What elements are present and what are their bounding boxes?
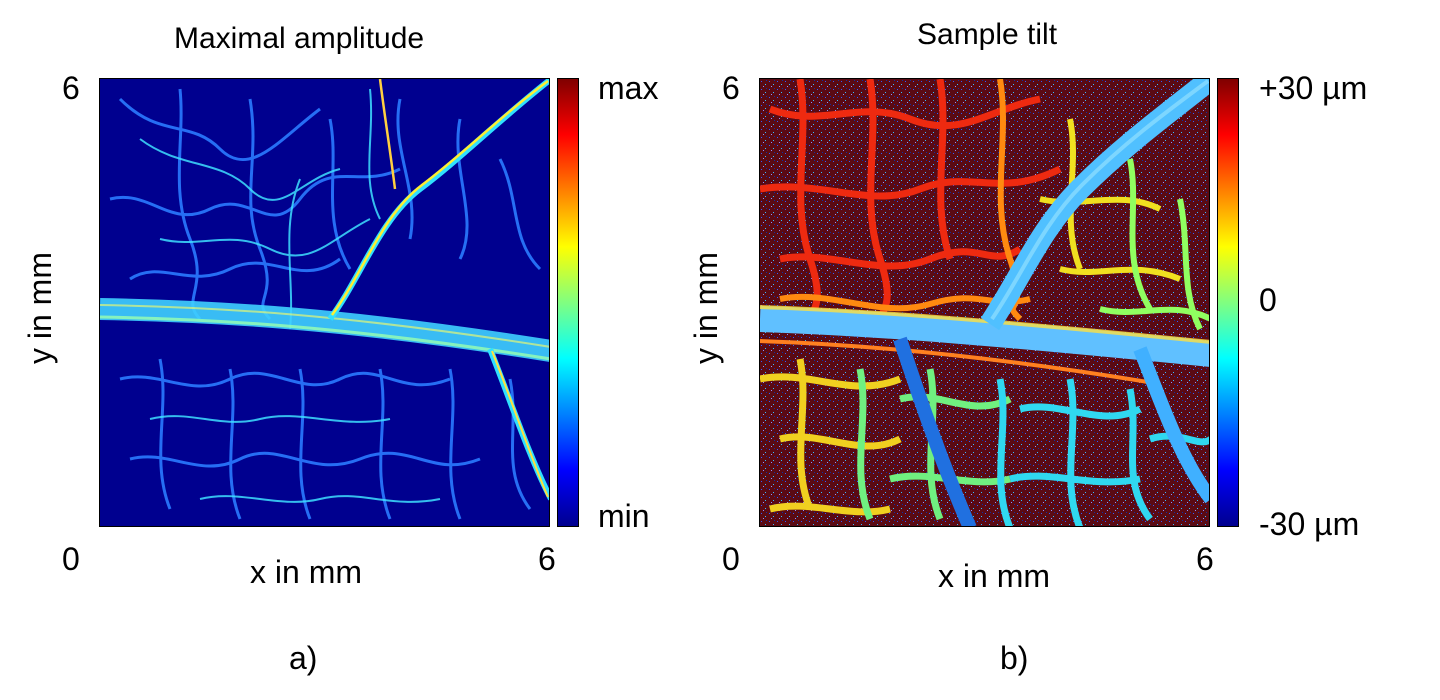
amplitude-vein-map	[100, 79, 549, 520]
panel-a-x-tick-6: 6	[538, 541, 556, 577]
tilt-vein-map	[760, 79, 1209, 526]
panel-b-caption: b)	[1000, 640, 1029, 676]
panel-a-colorbar-min: min	[598, 498, 650, 534]
panel-b-y-tick-top: 6	[722, 70, 740, 106]
panel-a-colorbar	[557, 78, 579, 527]
panel-b-colorbar-max: +30 µm	[1259, 70, 1368, 106]
panel-a-y-label: y in mm	[22, 252, 58, 364]
panel-a-colorbar-max: max	[598, 70, 659, 106]
panel-a-caption: a)	[289, 640, 318, 676]
panel-b-y-label: y in mm	[688, 252, 724, 364]
panel-a-x-tick-0: 0	[62, 541, 80, 577]
panel-b-x-tick-6: 6	[1196, 541, 1214, 577]
panel-a-heatmap	[99, 78, 550, 527]
panel-b-x-label: x in mm	[938, 558, 1050, 594]
panel-b-colorbar	[1217, 78, 1239, 527]
panel-b-x-tick-0: 0	[722, 541, 740, 577]
panel-b-title: Sample tilt	[917, 18, 1058, 51]
panel-a-x-label: x in mm	[250, 554, 362, 590]
panel-a-y-tick-top: 6	[62, 70, 80, 106]
panel-b-colorbar-mid: 0	[1259, 282, 1277, 318]
panel-b-colorbar-min: -30 µm	[1259, 506, 1360, 542]
panel-a-title: Maximal amplitude	[174, 22, 425, 55]
panel-b-heatmap	[759, 78, 1210, 527]
